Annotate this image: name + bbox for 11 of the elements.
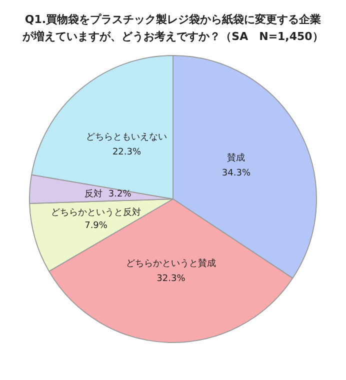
slice-label: 賛成	[227, 152, 246, 164]
slice-label: どちらかというと賛成	[126, 258, 216, 270]
data-label: 32.3%	[156, 274, 186, 284]
data-label: 22.3%	[112, 147, 142, 158]
slice-label: 反対	[84, 188, 102, 200]
data-label: 3.2%	[108, 189, 132, 200]
slice-label: どちらかというと反対	[51, 207, 142, 218]
chart-title: Q1.買物袋をプラスチック製レジ袋から紙袋に変更する企業が増えていますが、どうお考えですか？（SA N=1,450）	[22, 12, 324, 44]
data-label: 7.9%	[84, 221, 108, 232]
slice-label: どちらともいえない	[86, 132, 168, 142]
data-label: 34.3%	[222, 168, 251, 178]
